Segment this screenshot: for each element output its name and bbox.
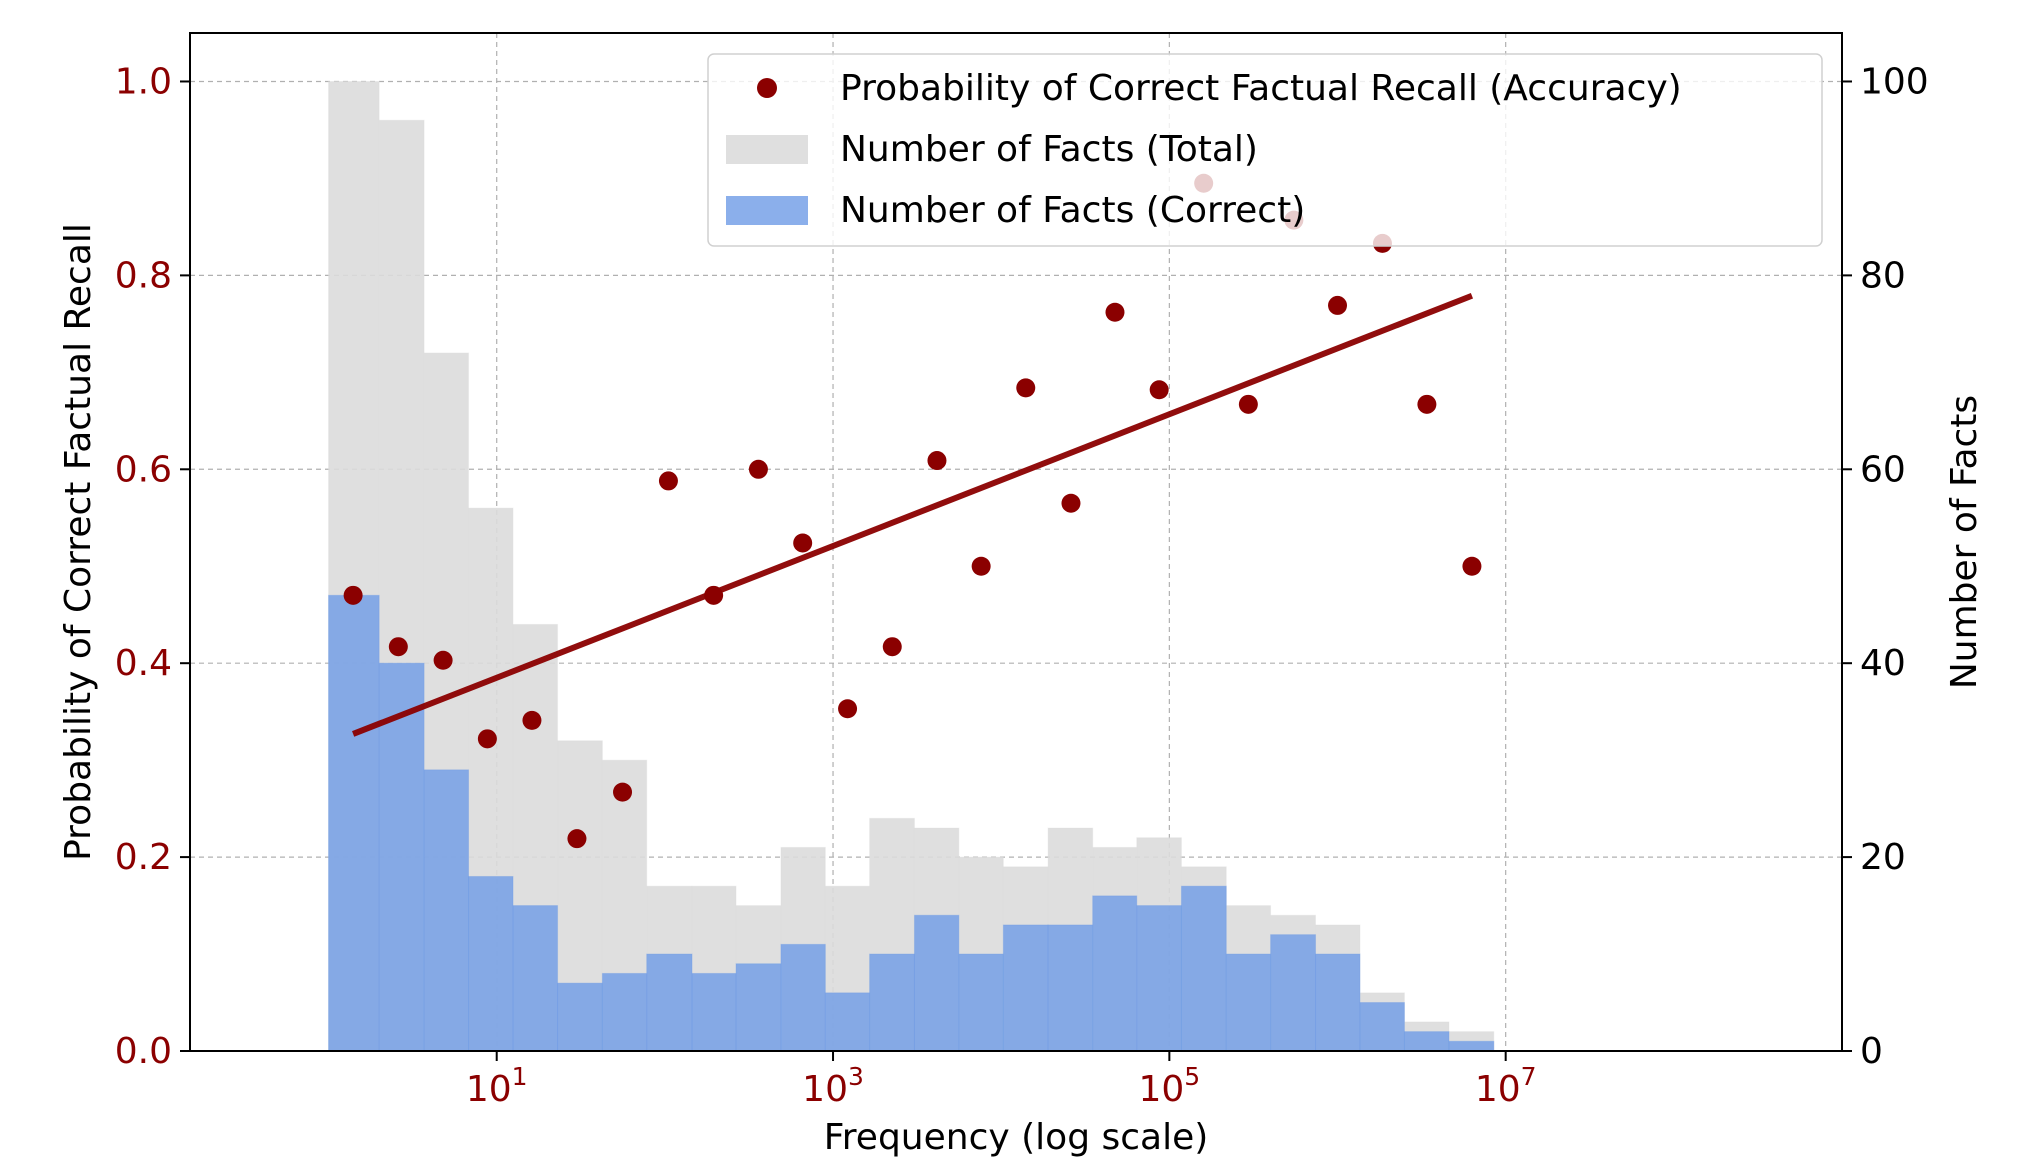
correct-bar-11 xyxy=(824,992,871,1052)
accuracy-point-20 xyxy=(1238,394,1258,414)
correct-bar-18 xyxy=(1136,905,1182,1052)
legend-marker-correct xyxy=(726,196,808,225)
y-left-tick-label-4: 0.8 xyxy=(115,255,172,296)
accuracy-point-2 xyxy=(433,650,453,670)
y-axis-left-label: Probability of Correct Factual Recall xyxy=(58,223,99,861)
x-tick-label-1: 103 xyxy=(802,1062,864,1110)
bars-correct xyxy=(328,594,1495,1052)
correct-bar-2 xyxy=(423,769,470,1052)
accuracy-point-7 xyxy=(658,471,678,491)
correct-bar-0 xyxy=(328,594,380,1052)
accuracy-point-9 xyxy=(748,459,768,479)
x-axis-ticks: 101 103 105 107 xyxy=(466,1051,1537,1110)
accuracy-point-8 xyxy=(704,585,724,605)
correct-bar-25 xyxy=(1448,1040,1495,1052)
correct-bar-9 xyxy=(735,963,782,1052)
accuracy-point-17 xyxy=(1105,302,1125,322)
y-right-tick-label-3: 60 xyxy=(1860,449,1906,490)
legend-marker-accuracy xyxy=(757,78,777,98)
correct-bar-12 xyxy=(869,953,915,1052)
y-left-tick-label-3: 0.6 xyxy=(115,449,172,490)
accuracy-point-14 xyxy=(971,556,991,576)
y-right-tick-label-1: 20 xyxy=(1860,837,1906,878)
correct-bar-21 xyxy=(1270,934,1317,1052)
accuracy-point-6 xyxy=(613,782,633,802)
accuracy-points xyxy=(343,173,1482,849)
correct-bar-13 xyxy=(913,914,960,1052)
y-left-tick-label-5: 1.0 xyxy=(115,61,172,102)
correct-bar-4 xyxy=(512,905,559,1052)
correct-bar-17 xyxy=(1092,895,1138,1052)
y-axis-right-label: Number of Facts xyxy=(1944,395,1985,689)
plot-frame xyxy=(189,32,1843,1052)
legend-label-total: Number of Facts (Total) xyxy=(840,129,1258,170)
legend: Probability of Correct Factual Recall (A… xyxy=(707,53,1823,247)
y-axis-right-ticks: 0 20 40 60 80 100 xyxy=(1842,61,1929,1072)
legend-label-accuracy: Probability of Correct Factual Recall (A… xyxy=(840,68,1682,109)
y-right-tick-label-2: 40 xyxy=(1860,643,1906,684)
accuracy-point-22 xyxy=(1328,295,1348,315)
correct-bar-23 xyxy=(1359,1002,1405,1052)
correct-bar-5 xyxy=(557,982,603,1052)
y-left-tick-label-0: 0.0 xyxy=(115,1031,172,1072)
accuracy-point-0 xyxy=(343,585,363,605)
accuracy-point-16 xyxy=(1061,493,1081,513)
legend-marker-total xyxy=(726,135,808,164)
accuracy-point-25 xyxy=(1462,556,1482,576)
correct-bar-3 xyxy=(468,875,514,1052)
accuracy-point-15 xyxy=(1016,378,1036,398)
accuracy-point-24 xyxy=(1417,394,1437,414)
correct-bar-6 xyxy=(601,972,648,1052)
x-tick-label-3: 107 xyxy=(1475,1062,1537,1110)
y-right-tick-label-4: 80 xyxy=(1860,255,1906,296)
accuracy-point-3 xyxy=(477,729,497,749)
correct-bar-20 xyxy=(1225,953,1272,1052)
y-right-tick-label-0: 0 xyxy=(1860,1031,1883,1072)
accuracy-point-18 xyxy=(1149,380,1169,400)
correct-bar-15 xyxy=(1002,924,1049,1052)
accuracy-trendline xyxy=(352,292,1474,737)
y-right-tick-label-5: 100 xyxy=(1860,61,1929,102)
correct-bar-22 xyxy=(1315,953,1361,1052)
accuracy-point-5 xyxy=(567,829,587,849)
correct-bar-16 xyxy=(1047,924,1094,1052)
correct-bar-7 xyxy=(646,953,693,1052)
y-axis-left-ticks: 0.0 0.2 0.4 0.6 0.8 1.0 xyxy=(115,61,190,1072)
y-left-tick-label-1: 0.2 xyxy=(115,837,172,878)
accuracy-point-11 xyxy=(838,699,858,719)
correct-bar-8 xyxy=(691,972,737,1052)
legend-box xyxy=(707,53,1823,247)
accuracy-point-13 xyxy=(927,451,947,471)
correct-bar-14 xyxy=(958,953,1004,1052)
trendline xyxy=(352,292,1474,737)
correct-bar-10 xyxy=(780,943,826,1052)
y-left-tick-label-2: 0.4 xyxy=(115,643,172,684)
x-tick-label-2: 105 xyxy=(1138,1062,1200,1110)
x-tick-label-0: 101 xyxy=(466,1062,528,1110)
accuracy-point-1 xyxy=(388,637,408,657)
x-axis-label: Frequency (log scale) xyxy=(824,1117,1209,1158)
accuracy-point-10 xyxy=(793,533,813,553)
correct-bar-19 xyxy=(1180,885,1227,1052)
accuracy-point-4 xyxy=(522,710,542,730)
accuracy-point-12 xyxy=(882,637,902,657)
correct-bar-24 xyxy=(1403,1031,1450,1052)
legend-label-correct: Number of Facts (Correct) xyxy=(840,190,1305,231)
